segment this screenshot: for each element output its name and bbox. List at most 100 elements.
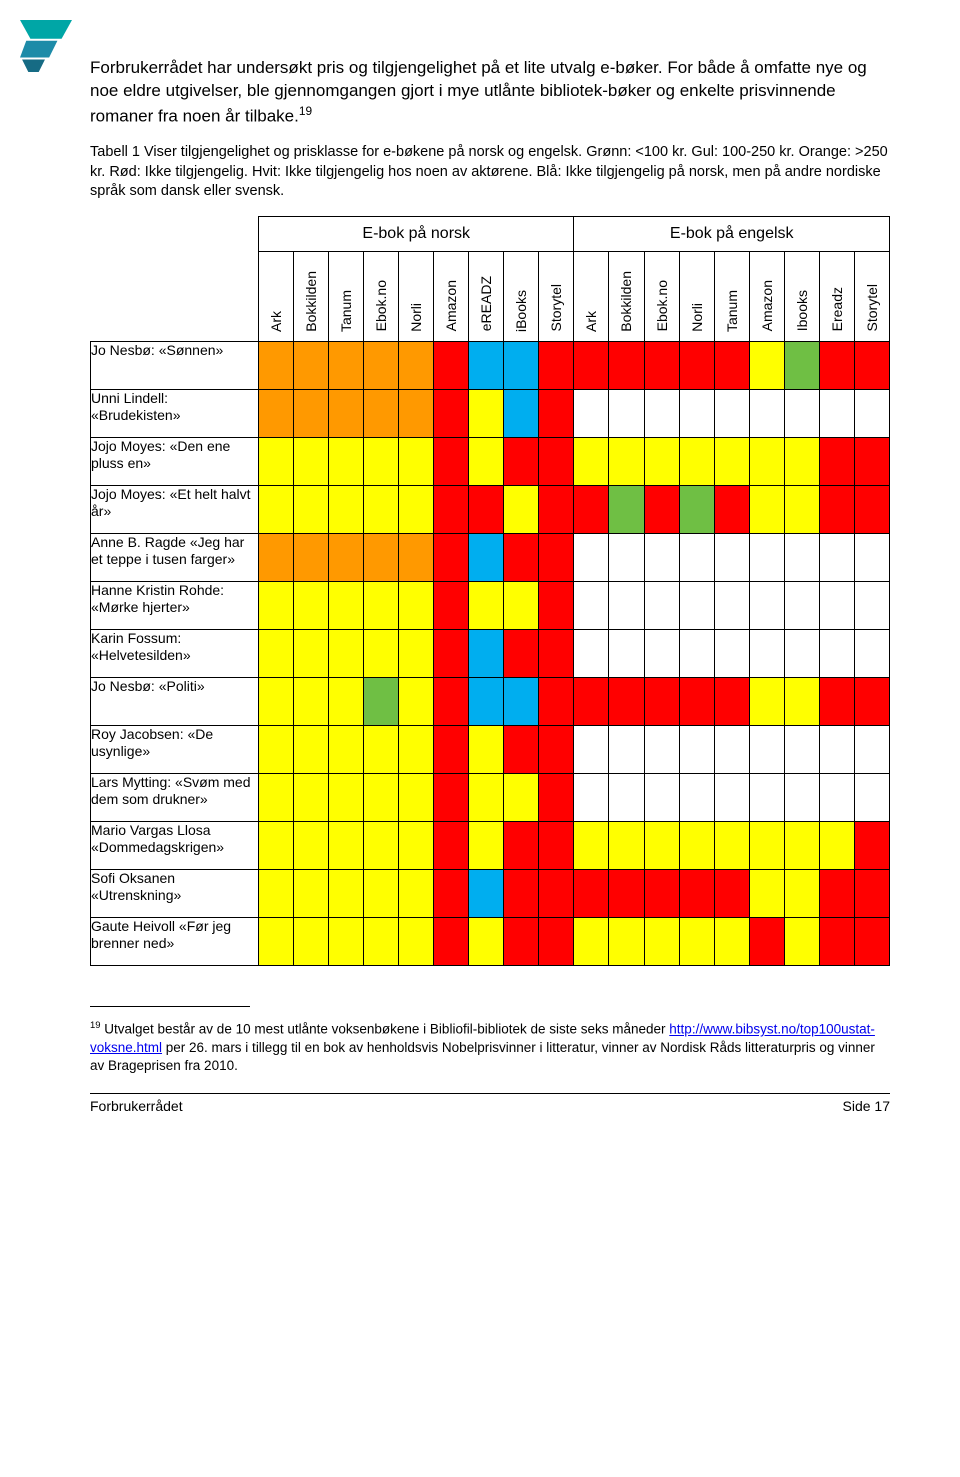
row-label: Jojo Moyes: «Et helt halvt år» (91, 485, 259, 533)
availability-cell (749, 629, 784, 677)
availability-cell (749, 773, 784, 821)
availability-cell (749, 389, 784, 437)
column-header: Amazon (749, 251, 784, 341)
availability-cell (854, 581, 889, 629)
availability-cell (854, 677, 889, 725)
availability-cell (749, 821, 784, 869)
page-footer: Forbrukerrådet Side 17 (90, 1093, 890, 1114)
column-header: Bokkilden (294, 251, 329, 341)
footer-left: Forbrukerrådet (90, 1098, 183, 1114)
availability-cell (714, 821, 749, 869)
table-caption: Tabell 1 Viser tilgjengelighet og priskl… (90, 143, 890, 202)
availability-cell (329, 437, 364, 485)
table-row: Hanne Kristin Rohde: «Mørke hjerter» (91, 581, 890, 629)
availability-cell (294, 629, 329, 677)
availability-cell (294, 821, 329, 869)
availability-cell (539, 917, 574, 965)
availability-cell (574, 677, 609, 725)
column-header: Tanum (714, 251, 749, 341)
availability-cell (819, 581, 854, 629)
availability-cell (679, 581, 714, 629)
availability-cell (259, 389, 294, 437)
availability-cell (679, 677, 714, 725)
availability-cell (539, 581, 574, 629)
availability-cell (539, 869, 574, 917)
availability-cell (644, 389, 679, 437)
availability-cell (294, 341, 329, 389)
availability-cell (784, 581, 819, 629)
availability-cell (259, 581, 294, 629)
availability-cell (714, 485, 749, 533)
row-label: Unni Lindell: «Brudekisten» (91, 389, 259, 437)
availability-cell (574, 821, 609, 869)
availability-cell (294, 437, 329, 485)
availability-cell (574, 917, 609, 965)
availability-cell (644, 485, 679, 533)
availability-cell (609, 821, 644, 869)
availability-cell (434, 533, 469, 581)
availability-cell (854, 821, 889, 869)
availability-cell (714, 341, 749, 389)
availability-cell (784, 437, 819, 485)
availability-cell (434, 725, 469, 773)
table-row: Jo Nesbø: «Politi» (91, 677, 890, 725)
row-label: Gaute Heivoll «Før jeg brenner ned» (91, 917, 259, 965)
availability-cell (329, 341, 364, 389)
availability-cell (504, 341, 539, 389)
availability-cell (469, 629, 504, 677)
availability-cell (784, 677, 819, 725)
table-row: Unni Lindell: «Brudekisten» (91, 389, 890, 437)
availability-cell (434, 389, 469, 437)
availability-cell (574, 581, 609, 629)
availability-cell (364, 773, 399, 821)
availability-cell (714, 677, 749, 725)
availability-cell (504, 677, 539, 725)
availability-cell (259, 725, 294, 773)
availability-cell (469, 533, 504, 581)
availability-cell (504, 917, 539, 965)
availability-cell (399, 677, 434, 725)
availability-cell (504, 581, 539, 629)
availability-cell (574, 437, 609, 485)
availability-cell (294, 389, 329, 437)
footnote-text-b: per 26. mars i tillegg til en bok av hen… (90, 1040, 875, 1073)
availability-cell (819, 821, 854, 869)
row-label: Jo Nesbø: «Sønnen» (91, 341, 259, 389)
availability-cell (784, 341, 819, 389)
availability-cell (644, 917, 679, 965)
availability-table: E-bok på norsk E-bok på engelsk ArkBokki… (90, 216, 890, 966)
availability-cell (749, 677, 784, 725)
row-label: Sofi Oksanen «Utrenskning» (91, 869, 259, 917)
table-row: Sofi Oksanen «Utrenskning» (91, 869, 890, 917)
footer-right: Side 17 (843, 1098, 890, 1114)
availability-cell (609, 341, 644, 389)
availability-cell (679, 341, 714, 389)
availability-cell (749, 725, 784, 773)
availability-cell (329, 773, 364, 821)
availability-cell (294, 773, 329, 821)
availability-cell (329, 917, 364, 965)
availability-cell (574, 773, 609, 821)
table-row: Karin Fossum: «Helvetesilden» (91, 629, 890, 677)
table-row: Jojo Moyes: «Den ene pluss en» (91, 437, 890, 485)
column-header: Tanum (329, 251, 364, 341)
intro-footnote-ref: 19 (299, 104, 312, 118)
availability-cell (749, 533, 784, 581)
availability-cell (399, 437, 434, 485)
availability-cell (399, 821, 434, 869)
availability-cell (399, 725, 434, 773)
row-label: Hanne Kristin Rohde: «Mørke hjerter» (91, 581, 259, 629)
column-header: eREADZ (469, 251, 504, 341)
column-header: Ereadz (819, 251, 854, 341)
availability-cell (364, 389, 399, 437)
availability-cell (399, 629, 434, 677)
availability-cell (574, 629, 609, 677)
availability-cell (469, 917, 504, 965)
availability-cell (469, 581, 504, 629)
group-header-engelsk: E-bok på engelsk (574, 216, 890, 251)
availability-cell (399, 485, 434, 533)
column-header: Ebok.no (364, 251, 399, 341)
availability-cell (714, 917, 749, 965)
availability-cell (504, 869, 539, 917)
availability-cell (819, 533, 854, 581)
